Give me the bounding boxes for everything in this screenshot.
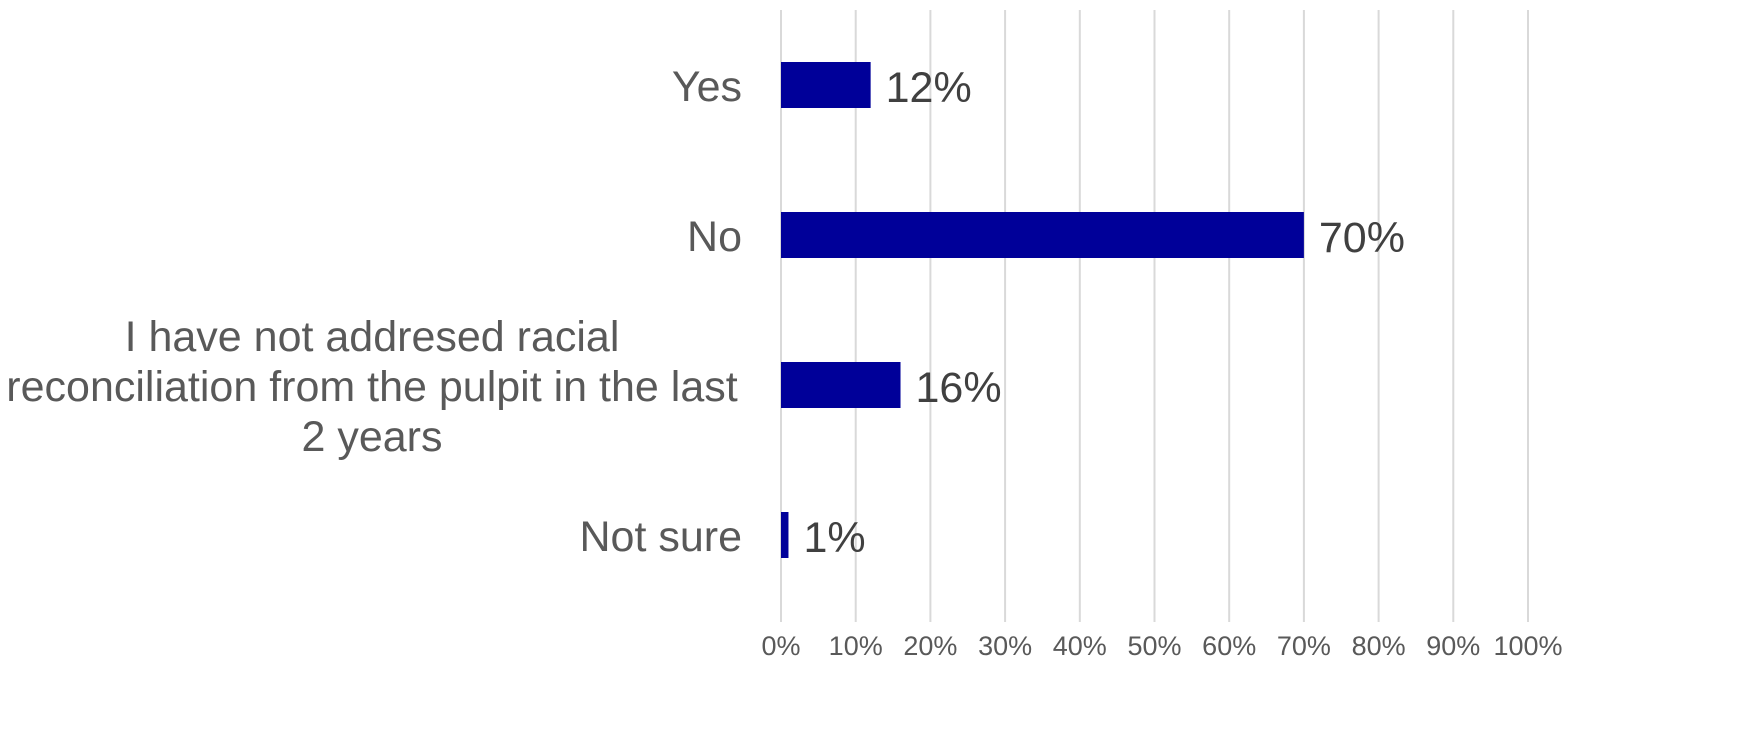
x-tick-label: 60%: [1202, 631, 1256, 661]
x-tick-label: 50%: [1127, 631, 1181, 661]
category-label: Yes: [671, 63, 742, 111]
gridlines: [780, 10, 1529, 622]
x-tick-label: 100%: [1493, 631, 1562, 661]
bars: [781, 62, 1304, 558]
bar: [781, 62, 871, 108]
x-tick-label: 80%: [1352, 631, 1406, 661]
bar-value-label: 70%: [1319, 214, 1405, 262]
x-tick-label: 70%: [1277, 631, 1331, 661]
bar-value-label: 16%: [916, 364, 1002, 412]
bar: [781, 512, 789, 558]
category-label: No: [687, 213, 742, 261]
bar: [781, 362, 901, 408]
x-tick-label: 40%: [1053, 631, 1107, 661]
bar-value-label: 1%: [803, 514, 865, 562]
bar-value-label: 12%: [886, 64, 972, 112]
x-tick-label: 90%: [1426, 631, 1480, 661]
data-labels: 12% 70% 16% 1%: [803, 64, 1405, 562]
x-tick-label: 10%: [829, 631, 883, 661]
x-tick-label: 20%: [903, 631, 957, 661]
x-axis-ticks: 0% 10% 20% 30% 40% 50% 60% 70% 80% 90% 100%: [761, 631, 1562, 661]
category-label: I have not addresed racial reconciliatio…: [6, 313, 738, 461]
x-tick-label: 0%: [761, 631, 800, 661]
x-tick-label: 30%: [978, 631, 1032, 661]
category-label: Not sure: [579, 513, 742, 561]
bar: [781, 212, 1304, 258]
